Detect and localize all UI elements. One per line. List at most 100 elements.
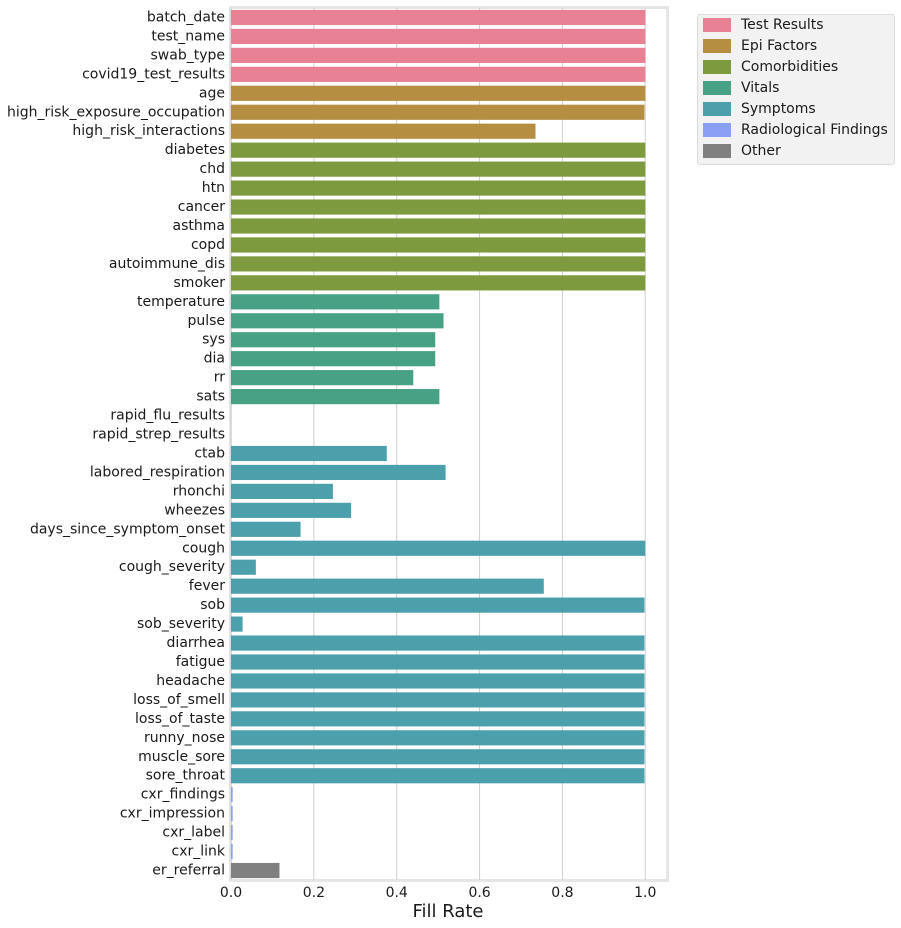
y-tick-label: er_referral [152,863,225,879]
bar-headache [231,673,645,689]
bar-sats [231,389,440,405]
legend-swatch [703,81,731,95]
bar-diarrhea [231,635,645,651]
y-tick-label: asthma [173,218,225,234]
bar-batch-date [231,9,646,26]
bar-cough [231,540,646,556]
bar-sob [231,597,645,613]
y-tick-label: pulse [187,313,225,329]
y-tick-label: test_name [151,28,225,44]
y-tick-label: smoker [174,275,226,291]
y-tick-label: cxr_link [172,844,226,860]
y-tick-label: covid19_test_results [82,66,225,82]
y-tick-label: swab_type [151,47,225,63]
bar-swab-type [231,47,646,63]
y-tick-label: high_risk_interactions [72,123,225,139]
bar-copd [231,237,646,253]
bar-rr [231,370,414,386]
legend-swatch [703,39,731,53]
y-tick-label: cough_severity [119,559,225,575]
y-tick-label: labored_respiration [90,464,225,480]
y-tick-label: days_since_symptom_onset [30,521,226,537]
bar-fatigue [231,654,645,670]
x-tick-label: 0.0 [220,885,242,901]
y-tick-label: chd [200,161,225,177]
y-tick-label: rapid_strep_results [92,427,225,443]
bar-cxr-label [231,825,233,841]
legend-label: Comorbidities [741,59,838,75]
legend-swatch [703,102,731,116]
bar-rhonchi [231,483,333,499]
legend-label: Other [741,143,781,159]
bar-runny-nose [231,730,645,746]
legend-swatch [703,18,731,32]
bar-pulse [231,313,444,329]
legend: Test Results Epi Factors Comorbidities Vita… [697,14,895,165]
y-tick-label: loss_of_smell [133,692,225,708]
x-tick-label: 0.6 [468,885,490,901]
bar-htn [231,180,646,196]
legend-swatch [703,60,731,74]
bar-autoimmune-dis [231,256,646,272]
y-tick-label: htn [202,180,225,196]
bar-diabetes [231,142,646,158]
bar-temperature [231,294,440,310]
y-tick-label: copd [191,237,225,253]
x-tick-label: 0.4 [386,885,408,901]
y-tick-label: ctab [194,445,225,461]
bar-cough-severity [231,559,256,575]
y-tick-label: dia [204,351,225,367]
bar-loss-of-smell [231,692,645,708]
legend-label: Radiological Findings [741,122,888,138]
y-tick-label: sob_severity [137,616,225,632]
y-tick-label: batch_date [147,9,225,25]
y-tick-label: sys [202,332,225,348]
bar-cxr-impression [231,806,233,822]
y-tick-label: diarrhea [167,635,225,651]
bar-cxr-link [231,843,233,860]
y-tick-label: sore_throat [146,768,226,784]
y-tick-label: cough [182,540,225,556]
x-tick-label: 0.8 [551,885,573,901]
y-tick-label: rhonchi [173,483,225,499]
legend-label: Test Results [740,17,824,33]
bar-chd [231,161,646,177]
bar-days-since-symptom-onset [231,521,301,537]
bar-high-risk-exposure-occupation [231,104,645,120]
y-tick-label: loss_of_taste [135,711,225,727]
bar-asthma [231,218,646,234]
bar-series [231,9,646,879]
y-tick-label: high_risk_exposure_occupation [7,104,225,120]
bar-age [231,85,646,101]
x-tick-labels: 0.0 0.2 0.4 0.6 0.8 1.0 [220,885,657,901]
y-tick-label: wheezes [164,502,225,518]
y-tick-label: runny_nose [144,730,225,746]
y-tick-label: diabetes [165,142,225,158]
y-tick-labels: batch_date test_name swab_type covid19_test… [7,9,226,878]
bar-er-referral [231,862,280,879]
bar-sob-severity [231,616,243,632]
bar-sys [231,332,436,348]
bar-cxr-findings [231,787,233,803]
y-tick-label: rapid_flu_results [110,408,225,424]
y-tick-label: cxr_label [162,825,225,841]
y-tick-label: muscle_sore [138,749,225,765]
bar-sore-throat [231,768,645,784]
legend-label: Symptoms [741,101,816,117]
y-tick-label: age [199,85,225,101]
y-tick-label: fever [189,578,225,594]
y-tick-label: fatigue [176,654,225,670]
bar-covid19-test-results [231,66,646,82]
legend-swatch [703,144,731,158]
y-tick-label: sob [200,597,225,613]
x-tick-label: 0.2 [303,885,325,901]
y-tick-label: autoimmune_dis [109,256,225,272]
bar-test-name [231,28,646,45]
x-axis-title: Fill Rate [412,901,483,922]
bar-ctab [231,445,387,462]
bar-dia [231,351,436,367]
x-tick-label: 1.0 [634,885,656,901]
legend-swatch [703,123,731,137]
bar-cancer [231,199,646,215]
